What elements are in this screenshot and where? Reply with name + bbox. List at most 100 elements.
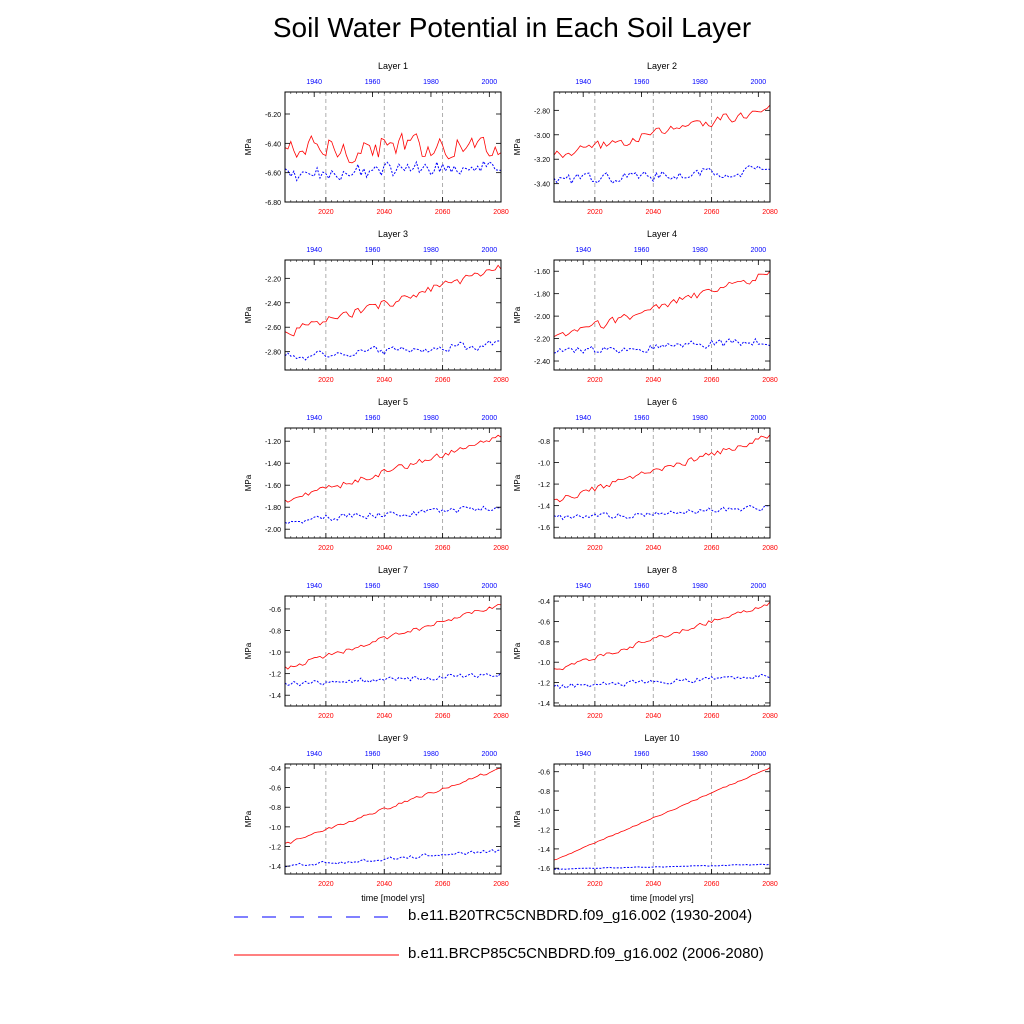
panel-title: Layer 3 bbox=[378, 229, 408, 239]
y-tick-label: -0.4 bbox=[538, 599, 550, 606]
y-tick-label: -1.40 bbox=[265, 461, 281, 468]
y-axis-label: MPa bbox=[244, 810, 253, 827]
y-tick-label: -1.80 bbox=[534, 292, 550, 299]
plot-frame bbox=[553, 427, 771, 539]
series-historical-line bbox=[284, 340, 502, 361]
y-tick-label: -0.8 bbox=[269, 629, 281, 636]
series-future-line bbox=[553, 767, 771, 861]
x-tick-label-bottom: 2020 bbox=[318, 209, 334, 216]
y-tick-label: -0.6 bbox=[269, 607, 281, 614]
x-tick-label-top: 1940 bbox=[306, 751, 322, 758]
x-tick-label-top: 1980 bbox=[692, 247, 708, 254]
y-tick-label: -1.20 bbox=[265, 439, 281, 446]
x-tick-label-bottom: 2020 bbox=[318, 377, 334, 384]
panel-8: Layer 8 -1.4 -1.2 -1.0 -0.8 -0.6 -0.4 2020 2040 2… bbox=[513, 565, 778, 720]
x-tick-label-top: 1980 bbox=[692, 415, 708, 422]
x-tick-label-top: 2000 bbox=[482, 79, 498, 86]
y-tick-label: -1.0 bbox=[538, 461, 550, 468]
y-axis-label: MPa bbox=[244, 306, 253, 323]
series-historical-line bbox=[553, 337, 771, 354]
panel-title: Layer 5 bbox=[378, 397, 408, 407]
plot-frame bbox=[284, 763, 502, 875]
panel-2: Layer 2 -3.40 -3.20 -3.00 -2.80 2020 2040 2060 2… bbox=[513, 61, 778, 216]
series-historical-line bbox=[284, 849, 502, 868]
series-future-line bbox=[284, 603, 502, 670]
panel-title: Layer 1 bbox=[378, 61, 408, 71]
series-future-line bbox=[284, 767, 502, 844]
x-tick-label-top: 1940 bbox=[306, 79, 322, 86]
x-tick-label-top: 1940 bbox=[575, 415, 591, 422]
x-tick-label-top: 1940 bbox=[306, 583, 322, 590]
panel-3: Layer 3 -2.80 -2.60 -2.40 -2.20 2020 2040 2060 2… bbox=[244, 229, 509, 384]
series-future-line bbox=[553, 601, 771, 671]
x-tick-label-top: 1940 bbox=[575, 79, 591, 86]
y-tick-label: -0.4 bbox=[269, 766, 281, 773]
x-tick-label-top: 1960 bbox=[365, 751, 381, 758]
x-tick-label-bottom: 2080 bbox=[762, 377, 778, 384]
legend-label-future: b.e11.BRCP85C5CNBDRD.f09_g16.002 (2006-2… bbox=[408, 945, 764, 962]
legend-solid-line bbox=[234, 954, 399, 956]
y-tick-label: -1.0 bbox=[269, 650, 281, 657]
y-tick-label: -3.00 bbox=[534, 133, 550, 140]
y-tick-label: -1.0 bbox=[269, 825, 281, 832]
x-tick-label-bottom: 2020 bbox=[587, 545, 603, 552]
y-axis-label: MPa bbox=[244, 642, 253, 659]
y-axis-label: MPa bbox=[244, 138, 253, 155]
x-tick-label-top: 1980 bbox=[692, 583, 708, 590]
x-tick-label-bottom: 2040 bbox=[645, 377, 661, 384]
y-tick-label: -0.8 bbox=[538, 640, 550, 647]
y-tick-label: -2.20 bbox=[265, 276, 281, 283]
panel-title: Layer 2 bbox=[647, 61, 677, 71]
x-tick-label-bottom: 2080 bbox=[762, 713, 778, 720]
x-tick-label-bottom: 2040 bbox=[376, 209, 392, 216]
y-axis-label: MPa bbox=[513, 138, 522, 155]
y-tick-label: -0.8 bbox=[538, 789, 550, 796]
series-future-line bbox=[284, 132, 502, 164]
x-tick-label-bottom: 2080 bbox=[762, 881, 778, 888]
x-tick-label-top: 1960 bbox=[634, 79, 650, 86]
x-tick-label-bottom: 2040 bbox=[645, 209, 661, 216]
panel-5: Layer 5 -2.00 -1.80 -1.60 -1.40 -1.20 2020 2040… bbox=[244, 397, 509, 552]
y-tick-label: -1.2 bbox=[538, 681, 550, 688]
x-tick-label-bottom: 2020 bbox=[587, 881, 603, 888]
x-tick-label-top: 2000 bbox=[751, 79, 767, 86]
y-tick-label: -2.00 bbox=[265, 527, 281, 534]
x-tick-label-top: 1960 bbox=[634, 751, 650, 758]
y-tick-label: -6.40 bbox=[265, 141, 281, 148]
panel-7: Layer 7 -1.4 -1.2 -1.0 -0.8 -0.6 2020 2040 2060 2… bbox=[244, 565, 509, 720]
x-tick-label-top: 1960 bbox=[634, 247, 650, 254]
panel-9: Layer 9 -1.4 -1.2 -1.0 -0.8 -0.6 -0.4 2020 2040 2… bbox=[244, 733, 509, 888]
legend-item-future: b.e11.BRCP85C5CNBDRD.f09_g16.002 (2006-2… bbox=[0, 942, 1024, 972]
y-tick-label: -2.80 bbox=[534, 108, 550, 115]
series-historical-line bbox=[284, 505, 502, 525]
y-tick-label: -2.00 bbox=[534, 314, 550, 321]
panel-title: Layer 8 bbox=[647, 565, 677, 575]
x-tick-label-bottom: 2040 bbox=[376, 881, 392, 888]
y-tick-label: -6.60 bbox=[265, 171, 281, 178]
x-tick-label-bottom: 2060 bbox=[704, 713, 720, 720]
y-tick-label: -1.4 bbox=[269, 693, 281, 700]
y-axis-label: MPa bbox=[513, 810, 522, 827]
x-tick-label-bottom: 2040 bbox=[645, 713, 661, 720]
plot-frame bbox=[553, 595, 771, 707]
panel-title: Layer 7 bbox=[378, 565, 408, 575]
x-tick-label-top: 1960 bbox=[365, 583, 381, 590]
panel-4: Layer 4 -2.40 -2.20 -2.00 -1.80 -1.60 2020 2040… bbox=[513, 229, 778, 384]
x-tick-label-bottom: 2080 bbox=[493, 881, 509, 888]
x-tick-label-bottom: 2080 bbox=[493, 377, 509, 384]
y-tick-label: -1.2 bbox=[269, 845, 281, 852]
y-axis-label: MPa bbox=[513, 306, 522, 323]
x-tick-label-top: 1960 bbox=[634, 583, 650, 590]
x-tick-label-top: 2000 bbox=[482, 583, 498, 590]
x-tick-label-top: 1980 bbox=[423, 751, 439, 758]
x-tick-label-top: 2000 bbox=[751, 751, 767, 758]
x-tick-label-top: 1980 bbox=[423, 247, 439, 254]
x-tick-label-bottom: 2020 bbox=[587, 377, 603, 384]
y-tick-label: -3.40 bbox=[534, 182, 550, 189]
x-tick-label-bottom: 2020 bbox=[587, 713, 603, 720]
y-tick-label: -0.6 bbox=[538, 770, 550, 777]
x-tick-label-bottom: 2060 bbox=[435, 377, 451, 384]
x-tick-label-bottom: 2080 bbox=[493, 713, 509, 720]
x-tick-label-top: 1980 bbox=[423, 415, 439, 422]
